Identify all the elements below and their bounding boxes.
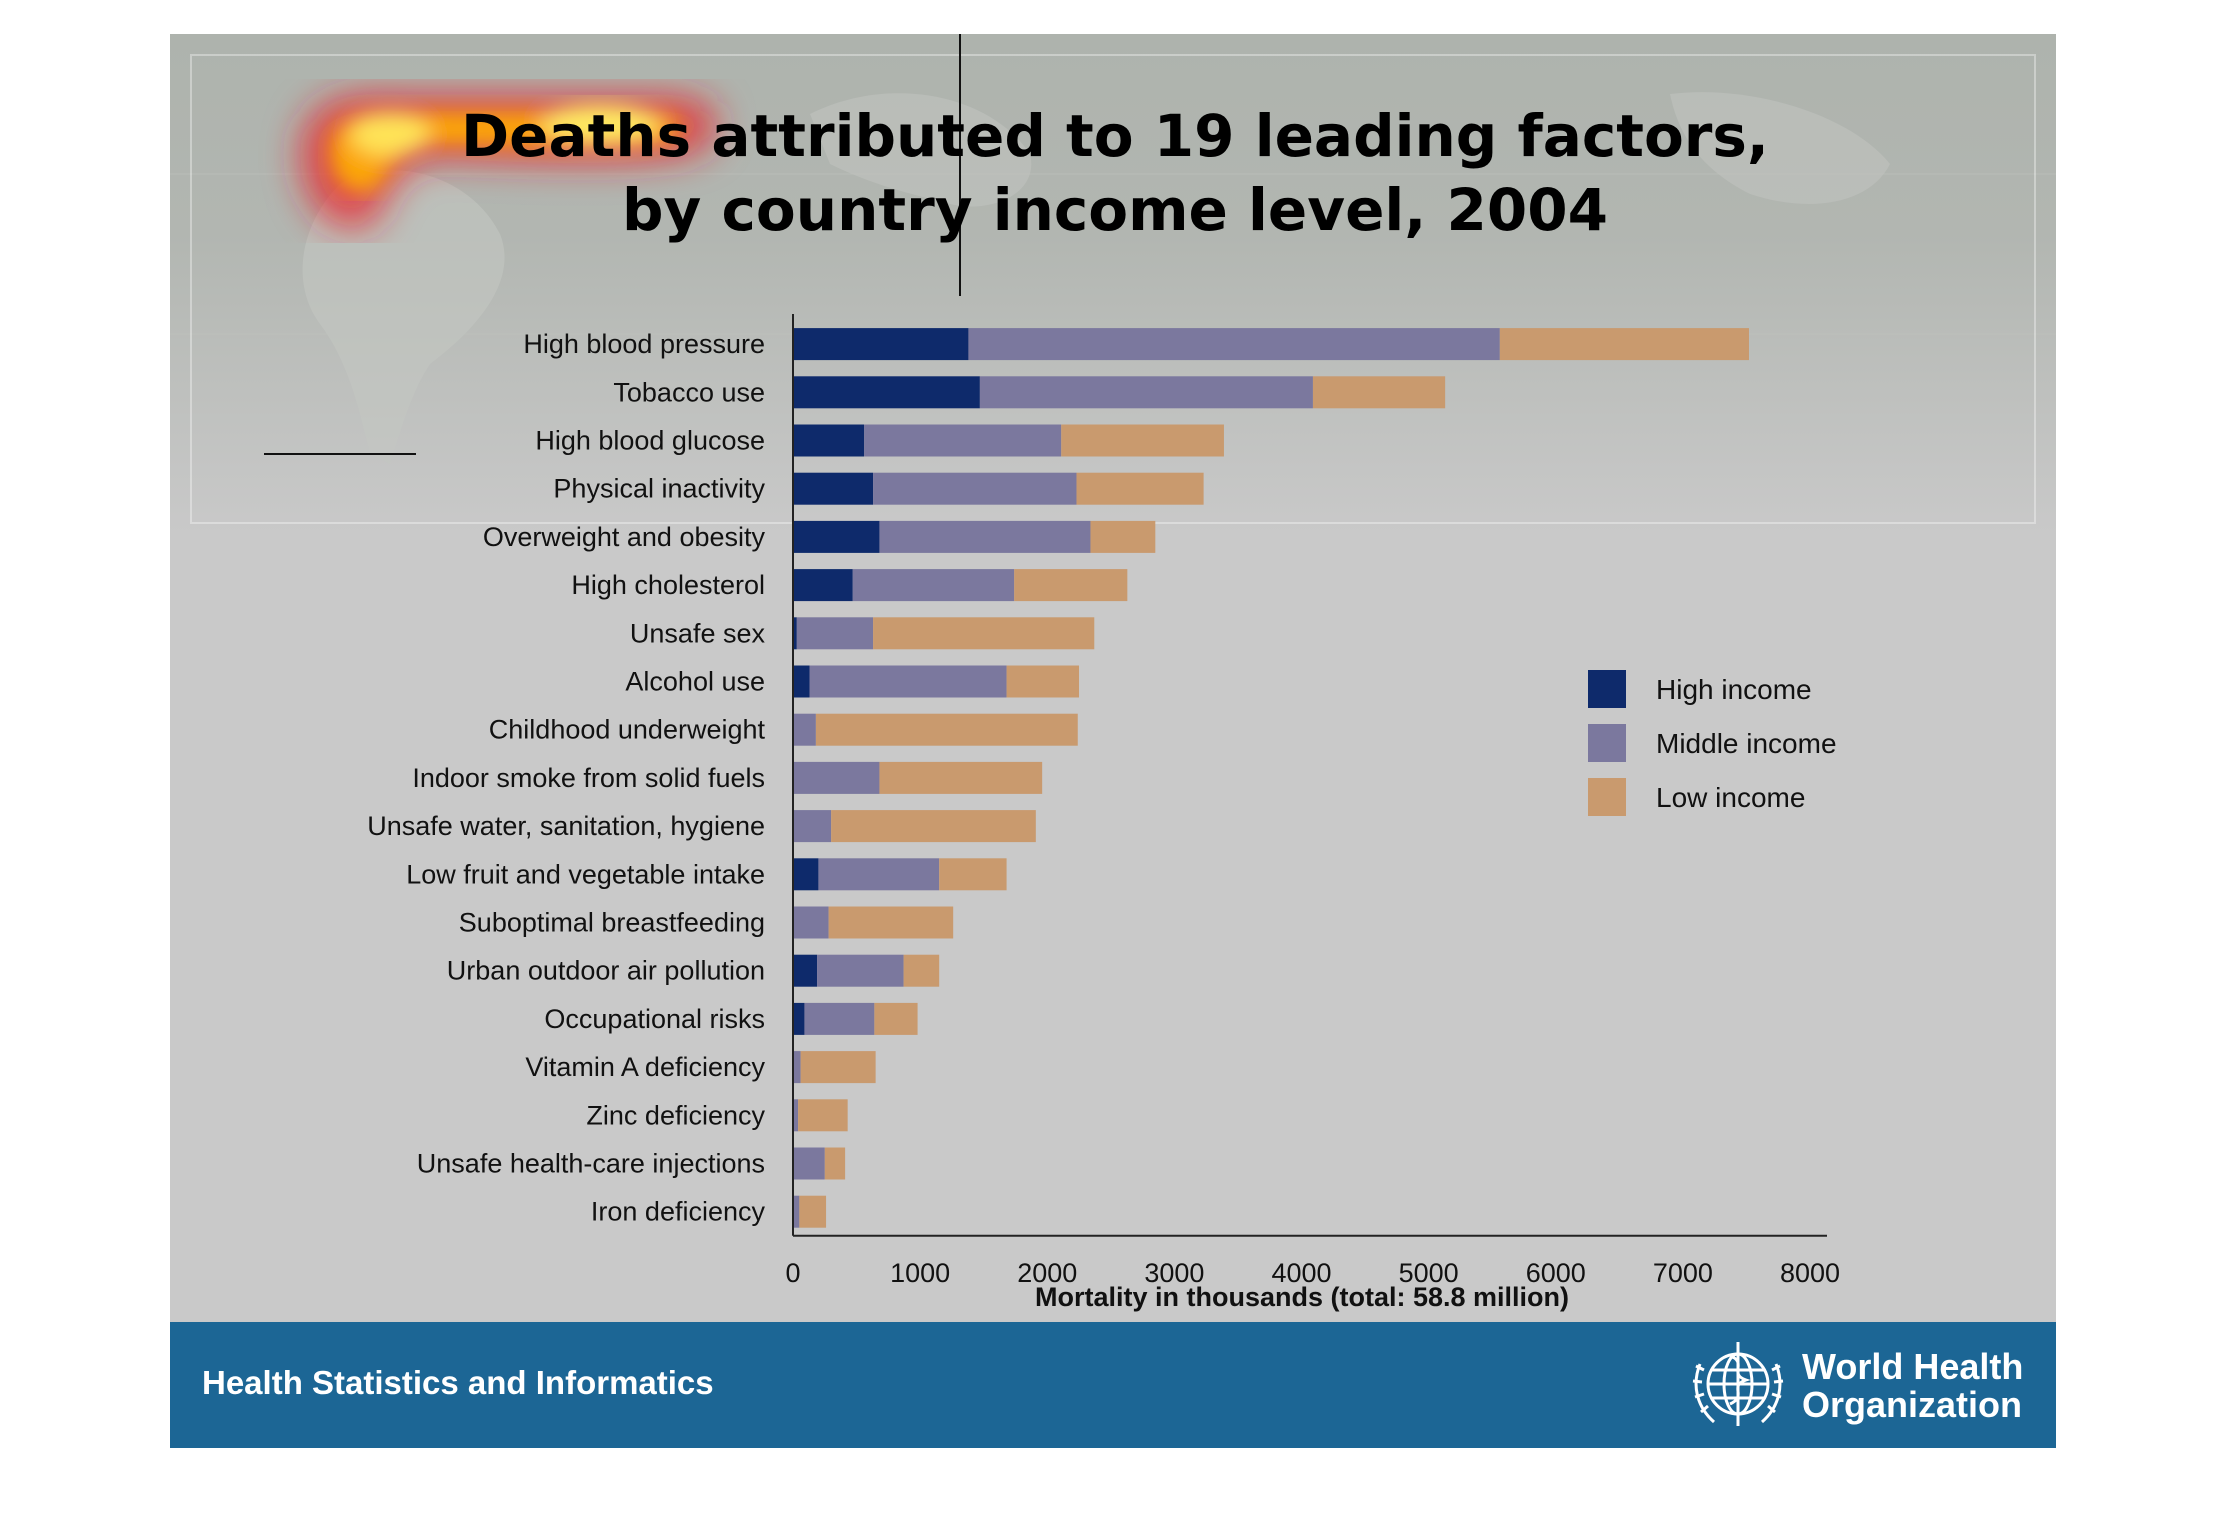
bar-segment bbox=[793, 954, 818, 987]
category-label: Unsafe sex bbox=[630, 618, 766, 648]
legend-swatch bbox=[1588, 724, 1626, 762]
category-label: High blood glucose bbox=[535, 426, 765, 456]
bar-segment bbox=[1090, 520, 1156, 553]
bar-segment bbox=[793, 569, 853, 602]
legend-label: High income bbox=[1656, 674, 1812, 705]
bar-segment bbox=[793, 424, 865, 457]
category-label: High blood pressure bbox=[523, 329, 765, 359]
bar-segment bbox=[873, 472, 1077, 505]
bar-segment bbox=[793, 761, 880, 794]
category-label: Alcohol use bbox=[625, 667, 765, 697]
category-label: Physical inactivity bbox=[553, 474, 765, 504]
footer-text: Health Statistics and Informatics bbox=[202, 1364, 714, 1401]
x-tick-label: 5000 bbox=[1399, 1258, 1459, 1288]
category-label: Vitamin A deficiency bbox=[525, 1052, 765, 1082]
chart-title-line-1: Deaths attributed to 19 leading factors, bbox=[461, 102, 1769, 170]
bar-segment bbox=[793, 858, 819, 891]
bar-segment bbox=[793, 376, 980, 409]
x-tick-label: 8000 bbox=[1780, 1258, 1840, 1288]
x-axis-title: Mortality in thousands (total: 58.8 mill… bbox=[1035, 1282, 1569, 1312]
category-label: Iron deficiency bbox=[591, 1197, 766, 1227]
world-map-icon bbox=[170, 92, 2056, 464]
bar-segment bbox=[800, 1051, 876, 1084]
bar-segment bbox=[793, 810, 832, 843]
footer-bar: Health Statistics and Informatics World … bbox=[170, 1322, 2056, 1448]
plot-area: High blood pressure Tobacco use High blood… bbox=[367, 314, 1840, 1288]
bar-segment bbox=[798, 1099, 848, 1132]
category-label: Indoor smoke from solid fuels bbox=[412, 763, 765, 793]
bar-segment bbox=[864, 424, 1062, 457]
bar-segment bbox=[979, 376, 1313, 409]
bar-segment bbox=[815, 713, 1078, 746]
who-name-line-2: Organization bbox=[1802, 1384, 2023, 1425]
bar-segment bbox=[1499, 328, 1749, 361]
bar-segment bbox=[873, 617, 1095, 650]
bar-segment bbox=[793, 1099, 799, 1132]
x-tick-label: 1000 bbox=[890, 1258, 950, 1288]
bar-segment bbox=[817, 954, 904, 987]
bar-segment bbox=[793, 906, 829, 939]
bar-segment bbox=[874, 1002, 918, 1035]
x-tick-label: 3000 bbox=[1144, 1258, 1204, 1288]
bar-segment bbox=[793, 472, 874, 505]
category-label: Tobacco use bbox=[613, 377, 765, 407]
bar-segment bbox=[1014, 569, 1128, 602]
category-label: Suboptimal breastfeeding bbox=[459, 908, 765, 938]
bar-segment bbox=[793, 520, 880, 553]
chart-title-line-2: by country income level, 2004 bbox=[622, 176, 1608, 244]
bar-segment bbox=[796, 617, 874, 650]
bar-segment bbox=[1006, 665, 1080, 698]
category-label: Urban outdoor air pollution bbox=[447, 956, 765, 986]
category-label: Unsafe health-care injections bbox=[417, 1149, 765, 1179]
bar-segment bbox=[903, 954, 940, 987]
bar-segment bbox=[799, 1195, 827, 1228]
bar-segment bbox=[793, 1147, 825, 1180]
chart: Deaths attributed to 19 leading factors,… bbox=[264, 34, 1840, 1312]
x-tick-label: 4000 bbox=[1271, 1258, 1331, 1288]
bar-segment bbox=[793, 328, 969, 361]
bar-segment bbox=[824, 1147, 846, 1180]
category-label: High cholesterol bbox=[571, 570, 765, 600]
who-name: World Health Organization bbox=[1802, 1348, 2023, 1424]
bar-segment bbox=[818, 858, 940, 891]
who-emblem-icon bbox=[1692, 1342, 1784, 1426]
slide: Deaths attributed to 19 leading factors,… bbox=[170, 34, 2056, 1448]
bar-segment bbox=[939, 858, 1007, 891]
bar-segment bbox=[793, 1051, 801, 1084]
who-name-line-1: World Health bbox=[1802, 1346, 2024, 1387]
legend-swatch bbox=[1588, 670, 1626, 708]
category-label: Low fruit and vegetable intake bbox=[406, 859, 765, 889]
bar-segment bbox=[793, 665, 810, 698]
category-label: Childhood underweight bbox=[489, 715, 766, 745]
x-tick-label: 7000 bbox=[1653, 1258, 1713, 1288]
bar-segment bbox=[1312, 376, 1446, 409]
x-tick-label: 2000 bbox=[1017, 1258, 1077, 1288]
bar-segment bbox=[879, 761, 1043, 794]
legend: High income Middle income Low income bbox=[1588, 670, 1837, 816]
legend-swatch bbox=[1588, 778, 1626, 816]
bar-segment bbox=[809, 665, 1007, 698]
x-tick-label: 0 bbox=[785, 1258, 800, 1288]
legend-label: Middle income bbox=[1656, 728, 1837, 759]
bar-segment bbox=[831, 810, 1036, 843]
category-label: Zinc deficiency bbox=[586, 1100, 765, 1130]
category-label: Overweight and obesity bbox=[483, 522, 766, 552]
bar-segment bbox=[879, 520, 1091, 553]
bar-segment bbox=[1076, 472, 1204, 505]
x-tick-label: 6000 bbox=[1526, 1258, 1586, 1288]
category-label: Occupational risks bbox=[544, 1004, 765, 1034]
bar-segment bbox=[793, 1002, 805, 1035]
bar-segment bbox=[1061, 424, 1224, 457]
bar-segment bbox=[793, 713, 816, 746]
bar-segment bbox=[852, 569, 1015, 602]
bar-segment bbox=[828, 906, 954, 939]
bar-segment bbox=[968, 328, 1500, 361]
bar-segment bbox=[804, 1002, 875, 1035]
legend-label: Low income bbox=[1656, 782, 1805, 813]
bar-segment bbox=[793, 617, 797, 650]
category-label: Unsafe water, sanitation, hygiene bbox=[367, 811, 765, 841]
bar-segment bbox=[793, 1195, 800, 1228]
